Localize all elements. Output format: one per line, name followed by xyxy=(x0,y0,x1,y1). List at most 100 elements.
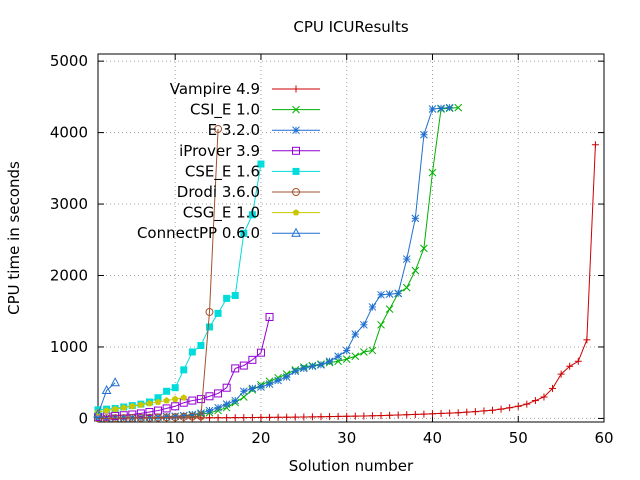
marker-stroke xyxy=(385,305,394,313)
x-tick-label: 40 xyxy=(423,429,442,447)
data-point xyxy=(188,348,196,356)
data-point xyxy=(205,414,213,422)
marker-shape xyxy=(214,389,223,398)
data-point xyxy=(489,406,497,414)
x-axis-label: Solution number xyxy=(289,457,414,475)
data-point xyxy=(557,370,565,378)
legend-label: iProver 3.9 xyxy=(179,142,260,160)
data-point xyxy=(231,414,239,422)
data-point xyxy=(214,125,223,134)
data-point xyxy=(145,413,154,422)
data-point xyxy=(411,214,420,223)
marker-stroke xyxy=(231,396,240,405)
marker-stroke xyxy=(428,168,437,177)
marker-stroke xyxy=(402,283,411,292)
data-point xyxy=(351,330,360,338)
marker-shape xyxy=(162,413,171,422)
marker-stroke xyxy=(334,352,342,361)
data-point xyxy=(342,355,351,363)
legend-entry: Vampire 4.9 xyxy=(170,80,320,98)
axis-ticks: 10 20 30 40 50 60 0 1000 2000 3000 4000 5000 xyxy=(50,52,614,447)
data-point xyxy=(188,396,197,405)
marker-stroke xyxy=(179,411,188,420)
marker-shape xyxy=(292,167,300,175)
data-point xyxy=(360,412,368,420)
marker-shape xyxy=(171,402,180,411)
data-point xyxy=(292,188,300,196)
marker-stroke xyxy=(420,244,428,253)
marker-shape xyxy=(205,307,214,316)
marker-stroke xyxy=(292,126,300,135)
data-point xyxy=(257,383,265,391)
marker-shape xyxy=(154,398,162,405)
data-point xyxy=(231,364,240,373)
data-point xyxy=(93,408,103,418)
marker-shape xyxy=(111,411,120,420)
data-point xyxy=(180,366,188,374)
data-point xyxy=(111,411,120,420)
x-tick-label: 30 xyxy=(337,429,356,447)
y-tick-label: 2000 xyxy=(50,267,88,285)
y-tick-label: 1000 xyxy=(50,338,88,356)
data-point xyxy=(411,410,419,418)
marker-shape xyxy=(222,383,231,392)
data-point xyxy=(223,414,231,422)
chart-title: CPU ICUResults xyxy=(293,18,408,36)
data-point xyxy=(205,307,214,316)
marker-stroke xyxy=(360,348,368,356)
marker-stroke xyxy=(342,346,351,355)
marker-stroke xyxy=(274,376,282,385)
data-point xyxy=(437,409,445,417)
data-point xyxy=(256,348,265,357)
marker-stroke xyxy=(368,346,377,355)
marker-stroke xyxy=(411,266,420,275)
marker-shape xyxy=(188,412,197,421)
data-point xyxy=(154,398,162,405)
legend-label: CSI_E 1.0 xyxy=(190,101,260,120)
marker-shape xyxy=(163,397,170,404)
marker-stroke xyxy=(368,303,377,311)
marker-shape xyxy=(162,404,171,413)
data-point xyxy=(240,229,248,237)
data-point xyxy=(265,312,274,321)
data-point xyxy=(205,392,214,401)
marker-stroke xyxy=(377,290,385,299)
data-point xyxy=(411,266,420,275)
data-point xyxy=(257,413,265,421)
data-point xyxy=(291,413,299,421)
data-point xyxy=(292,167,300,175)
data-point xyxy=(119,414,128,423)
marker-shape xyxy=(196,412,205,421)
data-point xyxy=(282,373,291,381)
data-point xyxy=(514,402,522,410)
data-point xyxy=(326,413,334,421)
data-point xyxy=(446,409,454,417)
data-point xyxy=(368,412,376,420)
marker-shape xyxy=(93,408,103,418)
data-point xyxy=(136,413,145,422)
data-point xyxy=(523,400,531,408)
legend-entry: iProver 3.9 xyxy=(179,142,320,160)
data-point xyxy=(137,401,145,408)
data-point xyxy=(428,410,436,418)
series-drodi-3-6-0 xyxy=(94,125,223,423)
data-point xyxy=(111,414,120,423)
marker-shape xyxy=(171,395,179,402)
legend-entry: E 3.2.0 xyxy=(208,121,320,139)
marker-stroke xyxy=(420,130,428,139)
x-tick-label: 60 xyxy=(594,429,613,447)
legend-entry: CSG_E 1.0 xyxy=(183,204,320,223)
data-point xyxy=(110,377,120,387)
marker-stroke xyxy=(394,289,403,298)
data-point xyxy=(171,402,180,411)
marker-shape xyxy=(292,188,300,196)
legend-label: E 3.2.0 xyxy=(208,121,260,139)
marker-stroke xyxy=(222,400,231,408)
plot-area-border xyxy=(97,53,605,423)
marker-stroke xyxy=(292,105,300,114)
data-point xyxy=(334,352,342,361)
marker-stroke xyxy=(299,364,308,373)
data-point xyxy=(154,413,163,422)
data-point xyxy=(292,209,300,216)
data-point xyxy=(128,402,136,410)
